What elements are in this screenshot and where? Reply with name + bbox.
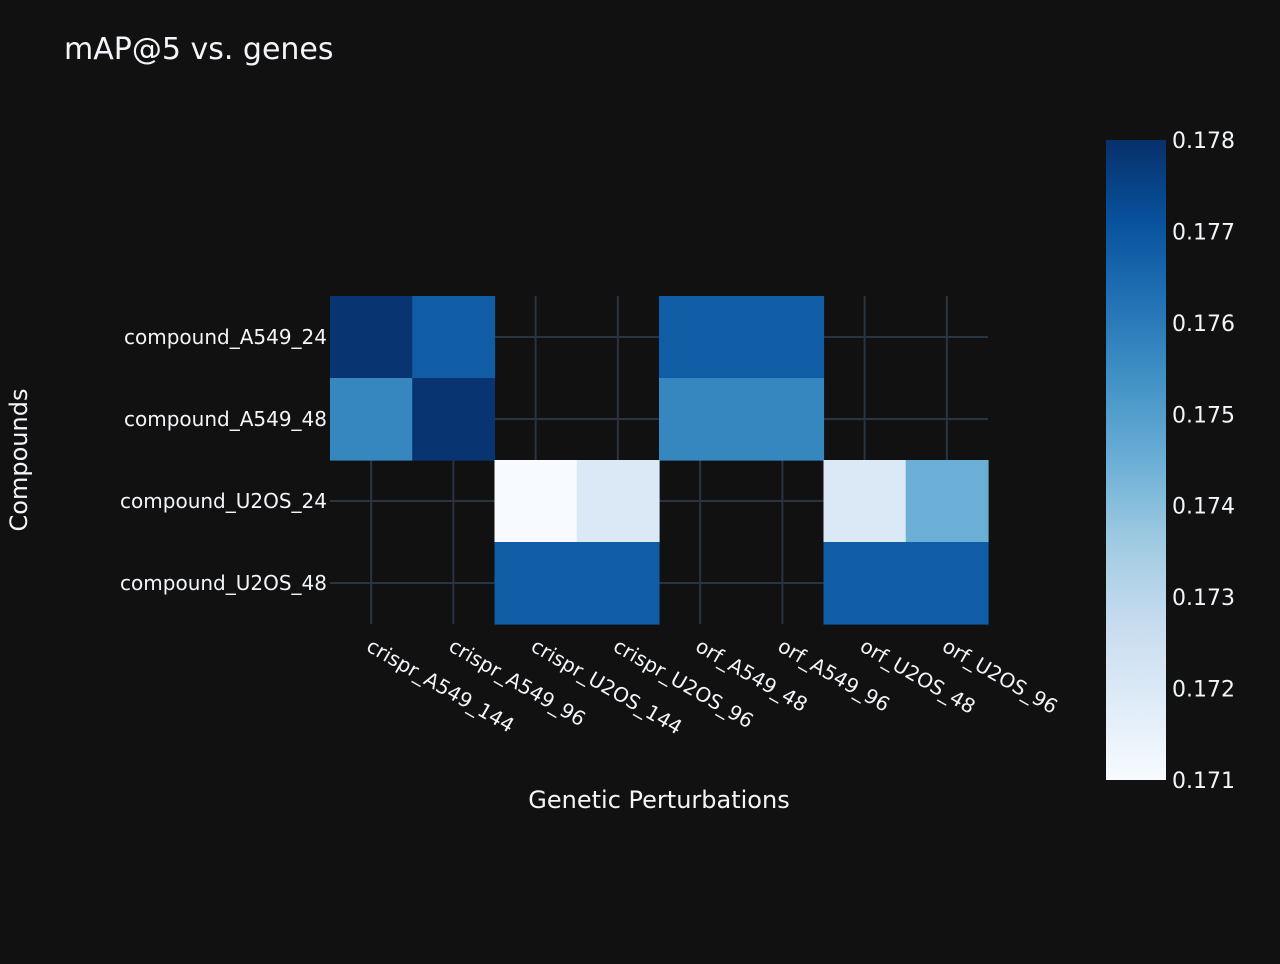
colorbar-tick-label: 0.173: [1172, 586, 1235, 611]
heatmap-cell: [576, 542, 660, 625]
heatmap-cell: [905, 460, 989, 543]
heatmap-cell: [330, 378, 413, 461]
heatmap-cell: [576, 460, 660, 543]
x-axis-title: Genetic Perturbations: [528, 786, 789, 814]
colorbar-ticks: 0.178 0.177 0.176 0.175 0.174 0.173 0.172 0.171: [1172, 129, 1235, 794]
heatmap-cell: [412, 378, 496, 461]
y-axis-ticks: compound_A549_24 compound_A549_48 compound…: [120, 325, 327, 595]
colorbar-tick-label: 0.178: [1172, 129, 1235, 154]
colorbar-tick-label: 0.171: [1172, 769, 1235, 794]
colorbar-tick-label: 0.177: [1172, 220, 1235, 245]
heatmap-cell: [741, 296, 825, 379]
colorbar-tick-label: 0.176: [1172, 312, 1235, 337]
heatmap-cell: [330, 296, 413, 379]
heatmap-cells: [330, 296, 989, 625]
heatmap-cell: [823, 460, 907, 543]
x-tick-label: crispr_U2OS_144: [527, 634, 686, 740]
heatmap-cell: [823, 542, 907, 625]
y-tick-label: compound_U2OS_48: [120, 571, 327, 595]
colorbar-tick-label: 0.174: [1172, 495, 1235, 520]
heatmap-cell: [741, 378, 825, 461]
heatmap-cell: [494, 542, 578, 625]
x-tick-label: crispr_A549_144: [363, 634, 519, 738]
colorbar-tick-label: 0.175: [1172, 403, 1235, 428]
y-tick-label: compound_U2OS_24: [120, 489, 327, 513]
heatmap-cell: [659, 296, 742, 379]
heatmap-cell: [905, 542, 989, 625]
colorbar-tick-label: 0.172: [1172, 678, 1235, 703]
heatmap-cell: [659, 378, 742, 461]
y-tick-label: compound_A549_24: [124, 325, 327, 349]
x-axis-ticks: crispr_A549_144crispr_A549_96crispr_U2OS…: [363, 634, 1062, 740]
heatmap-cell: [412, 296, 496, 379]
chart-title: mAP@5 vs. genes: [64, 32, 334, 67]
heatmap-cell: [494, 460, 578, 543]
y-axis-title: Compounds: [5, 389, 33, 532]
colorbar: [1106, 140, 1166, 780]
y-tick-label: compound_A549_48: [124, 407, 327, 431]
